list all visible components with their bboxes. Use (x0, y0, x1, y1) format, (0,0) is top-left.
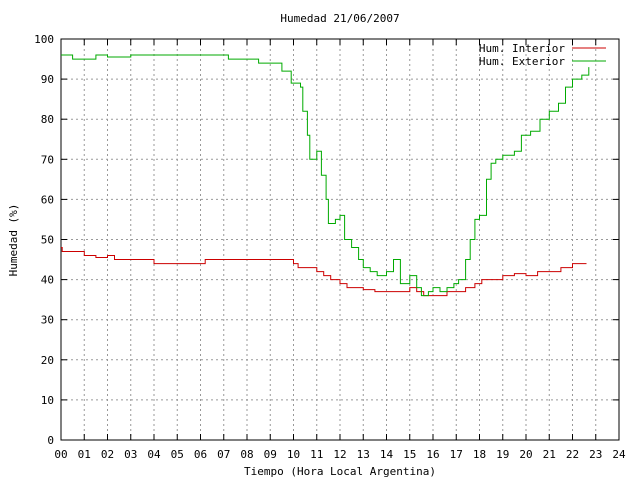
x-tick-label: 02 (101, 448, 114, 461)
y-tick-label: 0 (47, 434, 54, 447)
y-tick-label: 80 (41, 113, 54, 126)
y-tick-label: 90 (41, 73, 54, 86)
x-tick-label: 12 (333, 448, 346, 461)
x-tick-label: 06 (194, 448, 207, 461)
y-axis-label: Humedad (%) (7, 204, 20, 277)
x-tick-label: 07 (217, 448, 230, 461)
y-tick-label: 20 (41, 354, 54, 367)
x-tick-label: 18 (473, 448, 486, 461)
x-axis-ticks: 00 01 02 03 04 05 06 07 08 09 10 11 12 13 14 15 16 17 18 19… (54, 39, 626, 461)
y-tick-label: 70 (41, 153, 54, 166)
x-tick-label: 03 (124, 448, 137, 461)
x-tick-label: 00 (54, 448, 67, 461)
y-tick-label: 60 (41, 193, 54, 206)
y-tick-label: 40 (41, 274, 54, 287)
x-tick-label: 08 (240, 448, 253, 461)
x-tick-label: 14 (380, 448, 394, 461)
x-tick-label: 10 (287, 448, 300, 461)
y-tick-label: 50 (41, 234, 54, 247)
x-tick-label: 24 (612, 448, 626, 461)
y-tick-label: 10 (41, 394, 54, 407)
x-tick-label: 04 (147, 448, 161, 461)
x-tick-label: 21 (543, 448, 556, 461)
x-tick-label: 17 (450, 448, 463, 461)
x-tick-label: 16 (426, 448, 439, 461)
y-axis-ticks: 0 10 20 30 40 50 60 70 80 90 100 (34, 33, 619, 447)
x-axis-label: Tiempo (Hora Local Argentina) (244, 465, 436, 478)
chart-title: Humedad 21/06/2007 (280, 12, 399, 25)
x-tick-label: 23 (589, 448, 602, 461)
x-tick-label: 15 (403, 448, 416, 461)
x-tick-label: 13 (357, 448, 370, 461)
series-group (61, 54, 590, 297)
x-tick-label: 22 (566, 448, 579, 461)
legend-label: Hum. Exterior (479, 55, 565, 68)
y-tick-label: 30 (41, 314, 54, 327)
x-tick-label: 09 (264, 448, 277, 461)
series-line-interior (61, 247, 587, 297)
series-line-exterior (61, 54, 590, 297)
y-tick-label: 100 (34, 33, 54, 46)
x-tick-label: 19 (496, 448, 509, 461)
grid-lines (61, 39, 619, 440)
x-tick-label: 11 (310, 448, 323, 461)
x-tick-label: 05 (171, 448, 184, 461)
legend-label: Hum. Interior (479, 42, 565, 55)
x-tick-label: 20 (519, 448, 532, 461)
x-tick-label: 01 (78, 448, 91, 461)
